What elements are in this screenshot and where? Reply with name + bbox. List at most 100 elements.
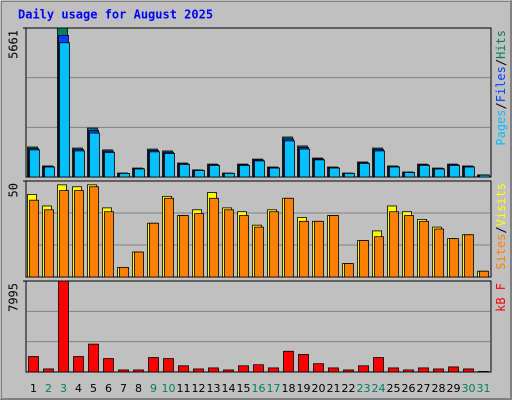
bar	[359, 240, 369, 278]
bar	[284, 197, 294, 278]
bar	[403, 369, 414, 373]
bar	[134, 168, 145, 178]
bar	[223, 369, 234, 373]
legend-entry: kB F	[494, 283, 508, 312]
x-tick-label: 25	[387, 382, 401, 395]
bar	[239, 165, 250, 178]
bar	[194, 170, 205, 178]
bar	[269, 167, 280, 178]
bar	[404, 215, 414, 278]
x-tick-label: 2	[45, 382, 52, 395]
x-tick-label: 16	[252, 382, 266, 395]
x-tick-label: 18	[282, 382, 296, 395]
bar	[119, 173, 130, 178]
bar	[208, 367, 219, 373]
bar	[149, 222, 159, 278]
bar	[164, 153, 175, 178]
bar	[59, 190, 69, 278]
bar	[103, 358, 114, 373]
bar	[449, 238, 459, 278]
bar	[254, 160, 265, 178]
bar	[44, 166, 55, 178]
bar	[343, 369, 354, 373]
bar	[389, 211, 399, 278]
bar	[28, 356, 39, 373]
x-tick-label: 20	[312, 382, 326, 395]
bar	[433, 368, 444, 373]
bar	[283, 350, 294, 373]
bar	[74, 150, 85, 178]
bar	[299, 220, 309, 278]
bar	[374, 150, 385, 178]
x-tick-label: 13	[207, 382, 221, 395]
x-tick-label: 22	[342, 382, 356, 395]
bar	[284, 140, 295, 178]
bar	[193, 368, 204, 373]
bar	[344, 173, 355, 178]
x-tick-label: 3	[60, 382, 67, 395]
bar	[239, 215, 249, 278]
bar	[374, 236, 384, 278]
bar	[44, 209, 54, 278]
bar	[88, 343, 99, 373]
bar	[104, 152, 115, 178]
x-tick-label: 30	[462, 382, 476, 395]
bar	[253, 364, 264, 373]
legend-entry: Hits	[494, 30, 508, 59]
x-tick-label: 1	[30, 382, 37, 395]
bar	[314, 220, 324, 278]
bar	[358, 365, 369, 373]
x-tick-label: 19	[297, 382, 311, 395]
x-tick-label: 10	[162, 382, 176, 395]
legend-entry: Sites	[494, 234, 508, 270]
x-tick-label: 26	[402, 382, 416, 395]
bar	[373, 357, 384, 373]
bar	[224, 173, 235, 178]
chart-title: Daily usage for August 2025	[18, 8, 213, 22]
bar	[418, 367, 429, 373]
legend: Pages/Files/Hits	[494, 30, 508, 146]
bar	[179, 215, 189, 278]
bar	[463, 368, 474, 373]
x-tick-label: 24	[372, 382, 386, 395]
x-tick-label: 5	[90, 382, 97, 395]
bar	[73, 356, 84, 373]
legend: kB F	[494, 283, 508, 312]
x-tick-label: 9	[150, 382, 157, 395]
bar	[43, 368, 54, 373]
bar	[479, 270, 489, 278]
y-tick-label: 7995	[7, 283, 21, 312]
bar	[344, 263, 354, 278]
bar	[328, 367, 339, 373]
bar	[298, 354, 309, 373]
legend-separator: /	[494, 102, 508, 109]
bar	[269, 211, 279, 278]
x-tick-label: 11	[177, 382, 191, 395]
bar	[479, 174, 490, 178]
bar	[434, 228, 444, 278]
bar	[448, 366, 459, 373]
bar	[329, 167, 340, 178]
bar	[134, 251, 144, 278]
x-tick-label: 12	[192, 382, 206, 395]
x-tick-label: 29	[447, 382, 461, 395]
legend-separator: /	[494, 226, 508, 233]
bar	[254, 226, 264, 278]
bar	[118, 369, 129, 373]
bar	[464, 234, 474, 278]
legend-entry: Pages	[494, 110, 508, 146]
x-tick-label: 27	[417, 382, 431, 395]
bar	[434, 168, 445, 178]
bar	[89, 132, 100, 178]
x-tick-label: 4	[75, 382, 82, 395]
bar	[148, 357, 159, 373]
bar	[89, 186, 99, 278]
bar	[209, 165, 220, 178]
bar	[419, 165, 430, 178]
bar	[194, 213, 204, 278]
bar	[178, 365, 189, 373]
x-tick-label: 28	[432, 382, 446, 395]
bar	[209, 197, 219, 278]
